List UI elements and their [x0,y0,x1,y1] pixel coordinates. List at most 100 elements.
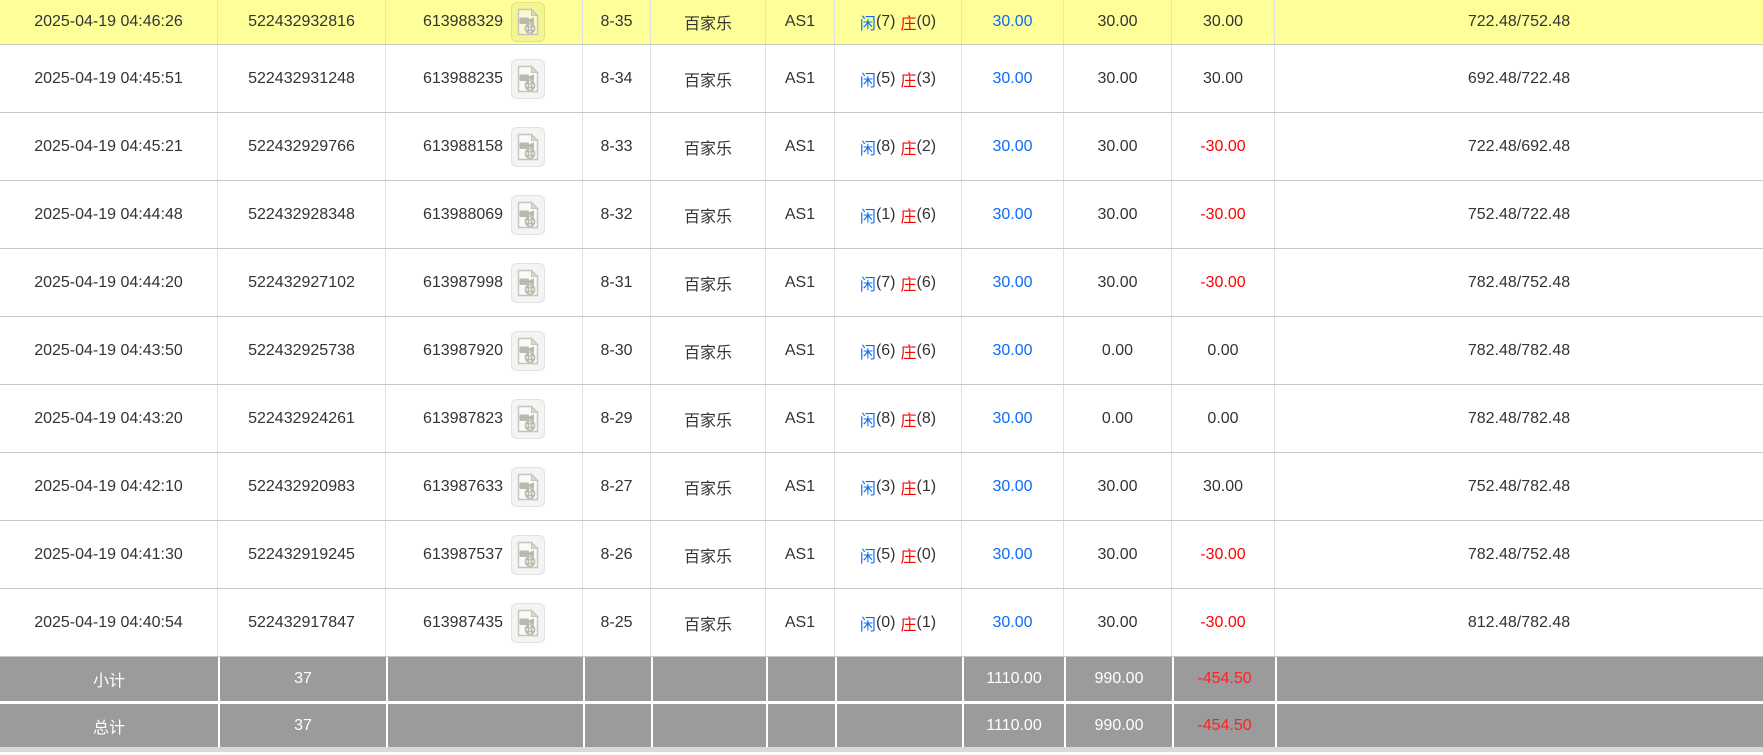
cell-table-code: AS1 [766,181,835,248]
player-score: (7) [875,273,896,291]
cell-round: 8-33 [583,113,651,180]
cell-bet-amount: 30.00 [962,249,1064,316]
cell-game-type: 百家乐 [651,113,766,180]
cell-balance: 782.48/782.48 [1467,341,1571,359]
cell-balance: 752.48/782.48 [1467,477,1571,495]
banker-label: 庄 [900,208,917,226]
video-file-icon [517,132,539,160]
cell-valid-amount: 30.00 [1064,113,1172,180]
cell-table-code: AS1 [766,385,835,452]
video-file-icon [517,540,539,568]
table-row: 2025-04-19 04:41:30 522432919245 6139875… [0,521,1763,589]
cell-bet-id: 522432919245 [218,521,386,588]
bet-amount-link[interactable]: 30.00 [992,477,1033,495]
bet-amount-link[interactable]: 30.00 [992,137,1033,155]
cell-winloss: -30.00 [1172,249,1275,316]
banker-score: (8) [916,409,937,427]
cell-valid-amount: 30.00 [1064,453,1172,520]
game-id-text: 613988158 [422,137,504,155]
winloss-value: 30.00 [1202,13,1244,30]
cell-time: 2025-04-19 04:44:20 [0,249,218,316]
cell-bet-amount: 30.00 [962,0,1064,44]
player-label: 闲 [859,72,876,90]
cell-time: 2025-04-19 04:40:54 [0,589,218,656]
video-file-icon [517,200,539,228]
cell-bet-id: 522432925738 [218,317,386,384]
cell-game-id: 613987998 [386,249,583,316]
subtotal-empty-table [766,657,835,701]
video-playback-button[interactable] [511,126,546,167]
cell-game-id: 613987435 [386,589,583,656]
subtotal-label: 小计 [92,673,125,690]
cell-valid-amount: 30.00 [1064,181,1172,248]
cell-result: 闲 (8) 庄 (2) [835,113,962,180]
bet-amount-link[interactable]: 30.00 [992,273,1033,291]
video-playback-button[interactable] [511,398,546,439]
winloss-value: -30.00 [1200,545,1246,563]
bet-amount-link[interactable]: 30.00 [992,409,1033,427]
bet-amount-link[interactable]: 30.00 [992,13,1033,30]
table-row: 2025-04-19 04:40:54 522432917847 6139874… [0,589,1763,657]
video-file-icon [517,64,539,92]
cell-table-code: AS1 [766,521,835,588]
cell-result: 闲 (7) 庄 (0) [835,0,962,44]
cell-round: 8-25 [583,589,651,656]
game-id-text: 613987998 [422,273,504,291]
cell-winloss: -30.00 [1172,521,1275,588]
subtotal-empty-round [583,657,651,701]
table-row: 2025-04-19 04:44:48 522432928348 6139880… [0,181,1763,249]
cell-balance: 692.48/722.48 [1467,69,1571,87]
banker-score: (3) [916,69,937,87]
cell-result: 闲 (7) 庄 (6) [835,249,962,316]
winloss-value: -30.00 [1200,273,1246,291]
video-playback-button[interactable] [511,58,546,99]
video-file-icon [517,336,539,364]
subtotal-empty-balance [1275,657,1763,701]
video-playback-button[interactable] [511,194,546,235]
player-label: 闲 [859,480,876,498]
cell-bet-id: 522432917847 [218,589,386,656]
banker-label: 庄 [900,140,917,158]
bet-amount-link[interactable]: 30.00 [992,69,1033,87]
cell-time: 2025-04-19 04:42:10 [0,453,218,520]
bet-amount-link[interactable]: 30.00 [992,205,1033,223]
video-playback-button[interactable] [511,2,546,42]
cell-round: 8-31 [583,249,651,316]
video-playback-button[interactable] [511,262,546,303]
cell-balance: 782.48/782.48 [1467,409,1571,427]
cell-table-code: AS1 [766,589,835,656]
video-playback-button[interactable] [511,466,546,507]
cell-result: 闲 (5) 庄 (0) [835,521,962,588]
video-playback-button[interactable] [511,330,546,371]
banker-label: 庄 [900,412,917,430]
winloss-value: -30.00 [1200,137,1246,155]
cell-result: 闲 (1) 庄 (6) [835,181,962,248]
cell-round: 8-29 [583,385,651,452]
winloss-value: 30.00 [1202,69,1244,87]
cell-game-type: 百家乐 [651,0,766,44]
video-playback-button[interactable] [511,534,546,575]
cell-round: 8-26 [583,521,651,588]
table-row: 2025-04-19 04:43:20 522432924261 6139878… [0,385,1763,453]
game-id-text: 613988329 [422,13,504,30]
bet-amount-link[interactable]: 30.00 [992,545,1033,563]
cell-time: 2025-04-19 04:43:50 [0,317,218,384]
banker-label: 庄 [900,344,917,362]
banker-score: (0) [916,13,937,30]
subtotal-valid-total: 990.00 [1064,657,1172,701]
cell-table-code: AS1 [766,453,835,520]
banker-score: (6) [916,205,937,223]
cell-table-code: AS1 [766,45,835,112]
bet-amount-link[interactable]: 30.00 [992,613,1033,631]
cell-balance: 722.48/752.48 [1467,13,1571,30]
cell-bet-id: 522432929766 [218,113,386,180]
grandtotal-empty-table [766,704,835,747]
cell-game-id: 613987920 [386,317,583,384]
bet-amount-link[interactable]: 30.00 [992,341,1033,359]
table-row: 2025-04-19 04:45:21 522432929766 6139881… [0,113,1763,181]
banker-score: (6) [916,341,937,359]
banker-score: (6) [916,273,937,291]
banker-label: 庄 [900,548,917,566]
video-playback-button[interactable] [511,602,546,643]
cell-round: 8-32 [583,181,651,248]
